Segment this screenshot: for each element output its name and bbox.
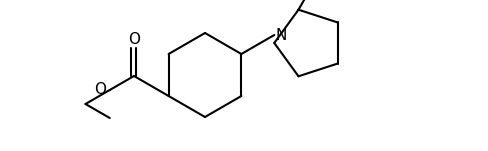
Text: O: O [94,82,105,98]
Text: O: O [128,32,140,47]
Text: N: N [275,27,286,42]
